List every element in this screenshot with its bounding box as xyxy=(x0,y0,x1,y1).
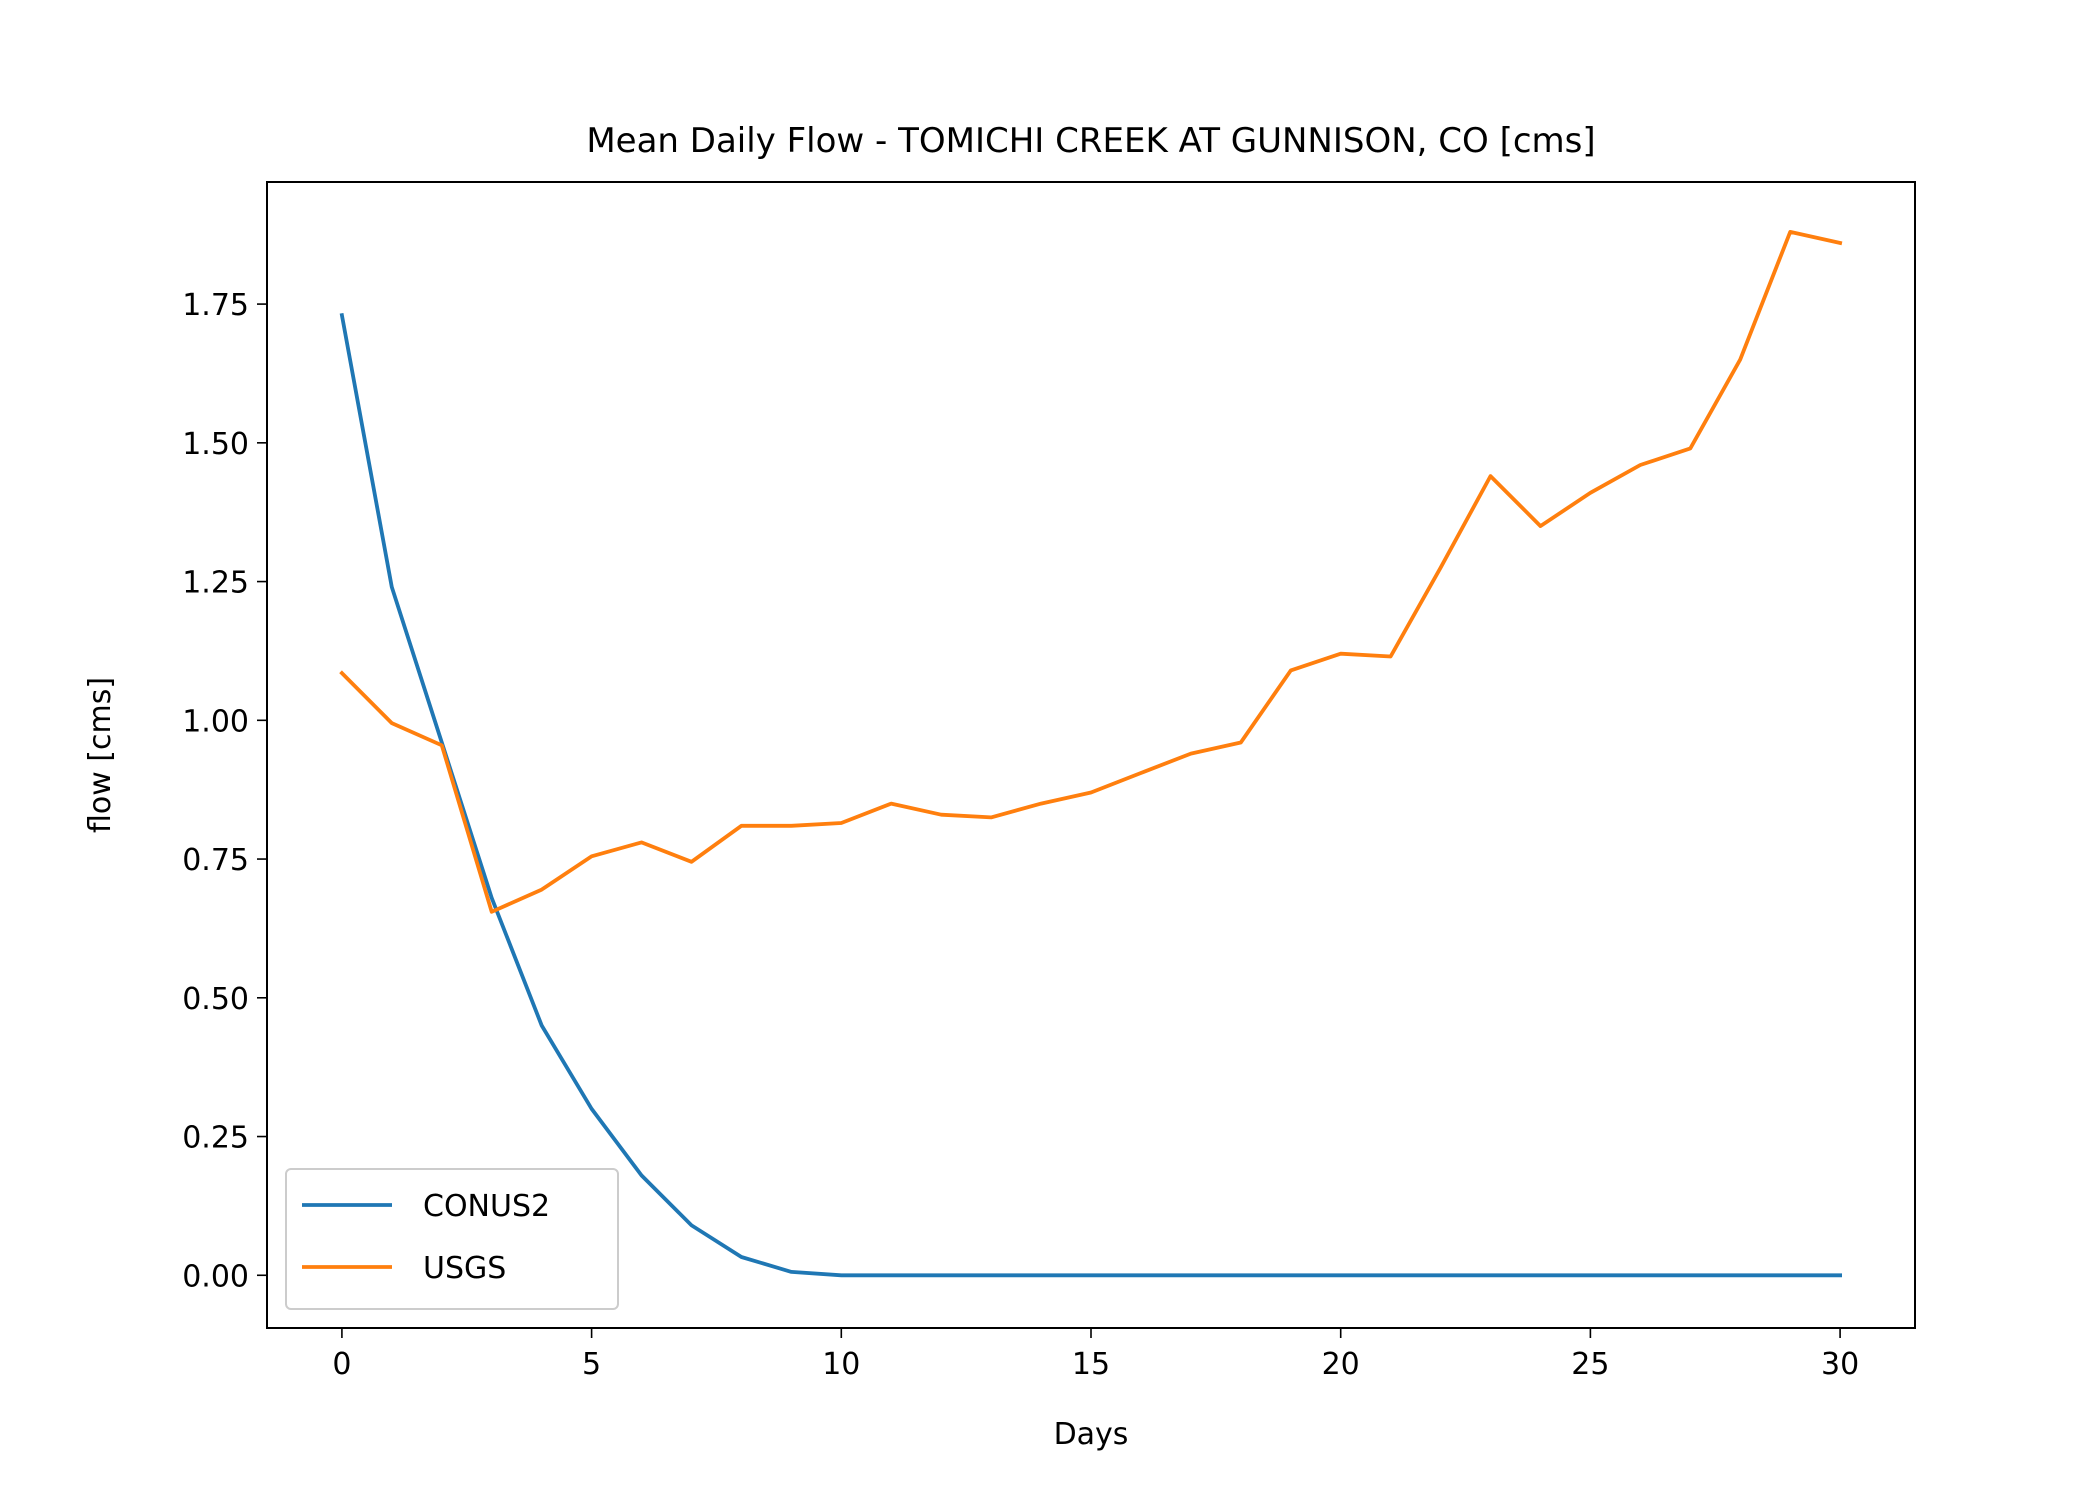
y-tick-label: 1.75 xyxy=(182,288,249,323)
x-tick-label: 5 xyxy=(582,1347,601,1382)
x-tick-label: 15 xyxy=(1072,1347,1110,1382)
x-tick-label: 30 xyxy=(1821,1347,1859,1382)
y-tick-label: 0.50 xyxy=(182,982,249,1017)
y-axis: 0.00 0.25 0.50 0.75 1.00 1.25 1.50 1.75 xyxy=(182,288,267,1294)
x-tick-label: 25 xyxy=(1571,1347,1609,1382)
y-tick-label: 1.50 xyxy=(182,427,249,462)
y-axis-label: flow [cms] xyxy=(83,677,118,833)
y-tick-label: 1.00 xyxy=(182,704,249,739)
x-axis: 0 5 10 15 20 25 30 xyxy=(332,1328,1859,1382)
legend: CONUS2 USGS xyxy=(285,1168,619,1310)
series-line-conus2 xyxy=(339,312,1842,1278)
legend-label-conus2: CONUS2 xyxy=(423,1189,550,1224)
x-tick-label: 20 xyxy=(1322,1347,1360,1382)
legend-label-usgs: USGS xyxy=(423,1251,506,1286)
x-tick-label: 0 xyxy=(332,1347,351,1382)
y-tick-label: 0.00 xyxy=(182,1259,249,1294)
x-axis-label: Days xyxy=(1054,1417,1129,1452)
series-layer xyxy=(339,229,1843,1278)
chart-title: Mean Daily Flow - TOMICHI CREEK AT GUNNI… xyxy=(586,121,1595,161)
series-line-usgs xyxy=(339,229,1843,914)
plot-area xyxy=(267,182,1915,1328)
y-tick-label: 0.25 xyxy=(182,1121,249,1156)
x-tick-label: 10 xyxy=(822,1347,860,1382)
y-tick-label: 1.25 xyxy=(182,566,249,601)
y-tick-label: 0.75 xyxy=(182,843,249,878)
